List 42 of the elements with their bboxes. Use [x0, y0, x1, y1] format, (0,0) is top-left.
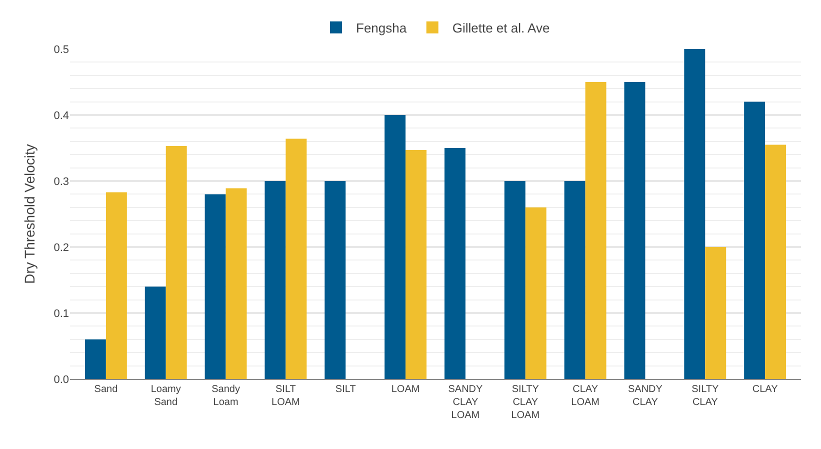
x-tick-label: SANDY CLAY LOAM: [448, 384, 484, 421]
x-tick-label: SILT: [335, 384, 356, 395]
y-tick-label: 0.2: [54, 242, 69, 254]
bar: [406, 150, 427, 379]
bar: [705, 247, 726, 379]
bar: [744, 102, 766, 379]
x-tick-label: Sand: [94, 384, 118, 395]
y-axis-title: Dry Threshold Velocity: [21, 144, 38, 284]
y-tick-label: 0.4: [54, 110, 69, 122]
x-tick-label: SILT LOAM: [272, 384, 300, 408]
bar: [585, 82, 606, 379]
bar: [564, 181, 586, 379]
bar: [324, 181, 346, 379]
bar: [444, 148, 466, 379]
bar: [286, 138, 307, 379]
bar: [384, 115, 406, 379]
bar: [84, 339, 106, 379]
x-tick-label: CLAY LOAM: [571, 384, 600, 408]
x-tick-label: Sandy Loam: [212, 384, 240, 408]
bar: [204, 194, 226, 379]
y-tick-label: 0.0: [54, 374, 69, 386]
bar: [525, 207, 546, 379]
y-tick-label: 0.5: [54, 44, 69, 56]
y-tick-label: 0.3: [54, 176, 69, 188]
bar: [684, 49, 706, 379]
bar: [144, 286, 166, 379]
y-tick-label: 0.1: [54, 308, 69, 320]
bar: [264, 181, 286, 379]
bar: [166, 146, 187, 379]
bar: [504, 181, 526, 379]
x-tick-label: SILTY CLAY: [692, 384, 719, 408]
bar: [106, 192, 127, 379]
legend-label: Gillette et al. Ave: [452, 20, 550, 36]
x-tick-label: CLAY: [752, 384, 778, 395]
bar: [226, 188, 247, 379]
x-tick-label: SILTY CLAY LOAM: [511, 384, 540, 421]
legend-label: Fengsha: [356, 20, 408, 36]
bar: [624, 82, 646, 379]
x-tick-label: Loamy Sand: [150, 384, 181, 408]
x-tick-label: LOAM: [391, 384, 420, 395]
x-tick-label: SANDY CLAY: [628, 384, 663, 408]
bar: [765, 144, 786, 379]
